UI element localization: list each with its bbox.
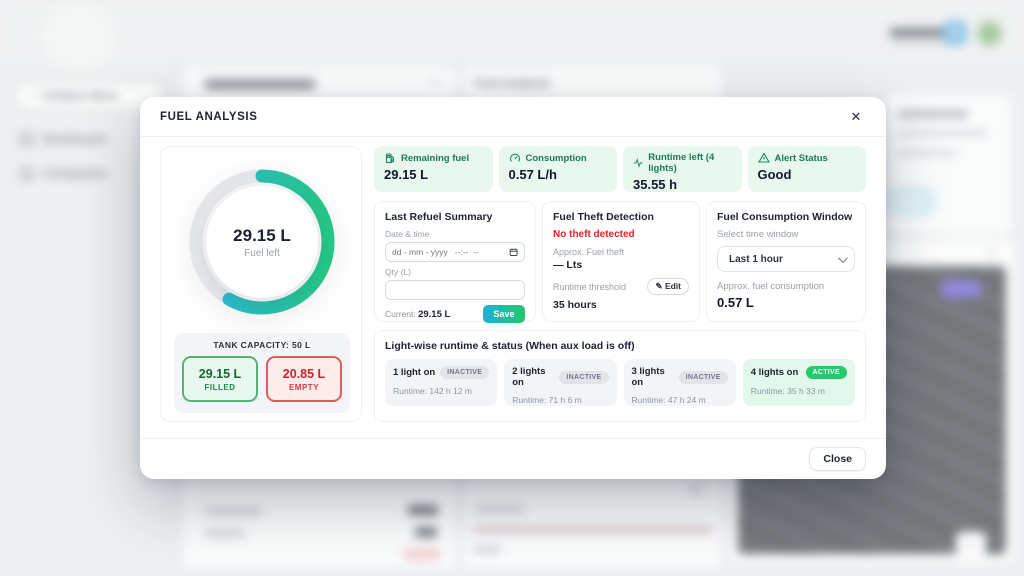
gauge-center: 29.15 L Fuel left — [206, 186, 318, 298]
tank-capacity-title: TANK CAPACITY: 50 L — [213, 340, 311, 350]
light-card-4: 4 lights on ACTIVE Runtime: 35 h 33 m — [742, 359, 855, 406]
brand-tagline — [890, 41, 948, 45]
lights-runtime-card: Light-wise runtime & status (When aux lo… — [374, 330, 866, 422]
modal-footer: Close — [140, 438, 886, 479]
stat-remaining-fuel: Remaining fuel 29.15 L — [374, 146, 493, 192]
last-refuel-card: Last Refuel Summary Date & time Qty (L) … — [374, 201, 536, 323]
fuel-theft-card: Fuel Theft Detection No theft detected A… — [542, 201, 700, 322]
fuel-analysis-title: Fuel analysis — [475, 76, 551, 90]
chevron-down-icon — [837, 252, 848, 263]
notifications-icon[interactable] — [943, 21, 967, 45]
lights-runtime-title: Light-wise runtime & status (When aux lo… — [385, 340, 635, 352]
fuel-left-label: Fuel left — [244, 247, 280, 259]
close-icon[interactable]: ✕ — [844, 105, 868, 129]
status-badge: INACTIVE — [440, 366, 490, 379]
last-refuel-title: Last Refuel Summary — [385, 211, 493, 223]
fuel-analysis-modal: FUEL ANALYSIS ✕ 29.15 L — [140, 97, 886, 479]
approx-consumption-value: 0.57 L — [717, 295, 754, 310]
companies-icon — [20, 166, 33, 180]
gauge-panel: 29.15 L Fuel left TANK CAPACITY: 50 L 29… — [160, 146, 362, 422]
light-card-2: 2 lights on INACTIVE Runtime: 71 h 6 m — [504, 359, 617, 406]
consumption-window-title: Fuel Consumption Window — [717, 211, 853, 223]
approx-theft-value: — Lts — [553, 259, 583, 271]
map-label-pill — [940, 280, 982, 298]
time-window-select[interactable]: Last 1 hour — [717, 246, 855, 272]
highlighted-pill-button[interactable] — [886, 188, 936, 214]
theft-status: No theft detected — [553, 229, 635, 240]
qty-label: Qty (L) — [385, 267, 411, 277]
stat-runtime-left: Runtime left (4 lights) 35.55 h — [623, 146, 742, 192]
sidebar-item-companies[interactable]: Companies — [20, 164, 170, 182]
light-card-1: 1 light on INACTIVE Runtime: 142 h 12 m — [385, 359, 498, 406]
tank-empty-box: 20.85 L EMPTY — [266, 356, 342, 402]
current-fuel-text: Current: 29.15 L — [385, 308, 451, 320]
status-badge: INACTIVE — [678, 370, 728, 384]
fuel-pump-icon — [385, 153, 395, 164]
datetime-input[interactable] — [385, 242, 525, 262]
modal-header: FUEL ANALYSIS ✕ — [140, 97, 886, 137]
light-card-3: 3 lights on INACTIVE Runtime: 47 h 24 m — [623, 359, 736, 406]
pulse-icon — [633, 157, 643, 169]
sidebar-item-dashboard[interactable]: Dashboard — [20, 130, 170, 148]
stat-alert-status: Alert Status Good — [747, 146, 866, 192]
stat-consumption: Consumption 0.57 L/h — [498, 146, 617, 192]
threshold-value: 35 hours — [553, 299, 597, 311]
fuel-theft-title: Fuel Theft Detection — [553, 211, 654, 223]
status-badge: INACTIVE — [559, 370, 609, 384]
consumption-window-card: Fuel Consumption Window Select time wind… — [706, 201, 866, 322]
edit-button[interactable]: ✎ Edit — [647, 278, 689, 295]
gauge-icon — [509, 153, 520, 162]
alert-triangle-icon — [757, 152, 770, 163]
edit-pencil-icon[interactable]: ✎ — [429, 76, 440, 90]
approx-theft-label: Approx. Fuel theft — [553, 247, 625, 257]
fuel-left-value: 29.15 L — [233, 225, 291, 245]
fuel-gauge: 29.15 L Fuel left — [177, 157, 347, 327]
map-edit-pencil-icon[interactable]: ✎ — [985, 246, 996, 260]
tank-filled-box: 29.15 L FILLED — [182, 356, 258, 402]
collapse-menu-label: Collapse Menu — [40, 90, 119, 102]
dashboard-icon — [20, 132, 33, 146]
time-window-label: Select time window — [717, 229, 799, 240]
brand-logo — [890, 28, 948, 37]
qty-input[interactable] — [385, 280, 525, 300]
tank-capacity-panel: TANK CAPACITY: 50 L 29.15 L FILLED 20.85… — [174, 333, 350, 413]
datetime-label: Date & time — [385, 229, 430, 239]
close-button[interactable]: Close — [809, 447, 866, 471]
avatar[interactable] — [976, 20, 1003, 47]
brand-watermark — [42, 2, 116, 72]
pencil-icon: ✎ — [655, 281, 663, 291]
detail-cards-row: Last Refuel Summary Date & time Qty (L) … — [374, 201, 866, 323]
threshold-label: Runtime threshold — [553, 281, 627, 292]
collapse-menu-button[interactable]: ‹ Collapse Menu — [16, 83, 164, 109]
stat-cards-row: Remaining fuel 29.15 L Consumption 0.57 … — [374, 146, 866, 192]
save-button[interactable]: Save — [483, 305, 525, 323]
toggle-switch[interactable] — [688, 483, 714, 497]
status-badge: ACTIVE — [805, 366, 847, 379]
map-chevron-up-button[interactable]: ︿ — [956, 532, 986, 554]
approx-consumption-label: Approx. fuel consumption — [717, 281, 825, 292]
chevron-left-icon: ‹ — [29, 90, 33, 102]
calendar-icon[interactable] — [509, 247, 518, 257]
modal-title: FUEL ANALYSIS — [160, 110, 258, 123]
top-bar — [0, 0, 1024, 60]
status-pill — [403, 549, 441, 560]
